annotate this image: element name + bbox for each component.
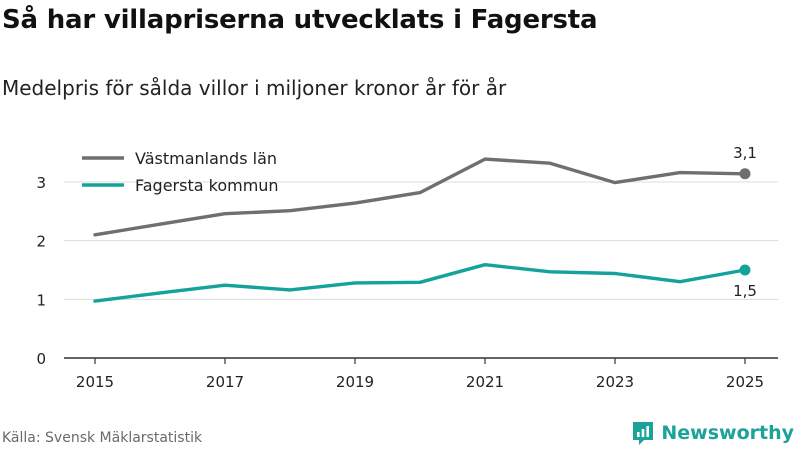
y-tick-label: 1 [36,291,46,309]
legend-label: Västmanlands län [135,149,277,168]
legend: Västmanlands län Fagersta kommun [82,149,279,195]
brand-name: Newsworthy [661,422,794,444]
end-label-v-stmanlands-l-n: 3,1 [733,144,757,162]
x-tick-label: 2015 [76,373,114,391]
axes: 0 1 2 3 2015 2017 2019 2021 2023 2025 [36,174,778,391]
x-tick-label: 2017 [206,373,244,391]
x-tick-label: 2023 [596,373,634,391]
x-tick-label: 2019 [336,373,374,391]
series-line-v-stmanlands-l-n [93,157,747,237]
chart-subtitle: Medelpris för sålda villor i miljoner kr… [2,76,507,100]
series-line-fagersta-kommun [93,263,747,303]
gridlines [64,181,778,300]
legend-label: Fagersta kommun [135,176,279,195]
end-point-v-stmanlands-l-n [739,168,751,180]
source-note: Källa: Svensk Mäklarstatistik [2,430,203,446]
y-tick-label: 2 [36,233,46,251]
newsworthy-logo-icon [633,422,654,445]
x-tick-label: 2025 [726,373,764,391]
end-label-fagersta-kommun: 1,5 [733,282,757,300]
series-lines: 3,1 1,5 [93,144,757,303]
brand-logo: Newsworthy [631,419,794,447]
y-tick-label: 3 [36,174,46,192]
end-point-fagersta-kommun [739,264,751,276]
x-tick-label: 2021 [466,373,504,391]
line-chart: 0 1 2 3 2015 2017 2019 2021 2023 2025 3,1 1,5 Väst… [36,144,778,391]
y-tick-label: 0 [36,350,46,368]
chart-title: Så har villapriserna utvecklats i Fagers… [2,5,598,35]
